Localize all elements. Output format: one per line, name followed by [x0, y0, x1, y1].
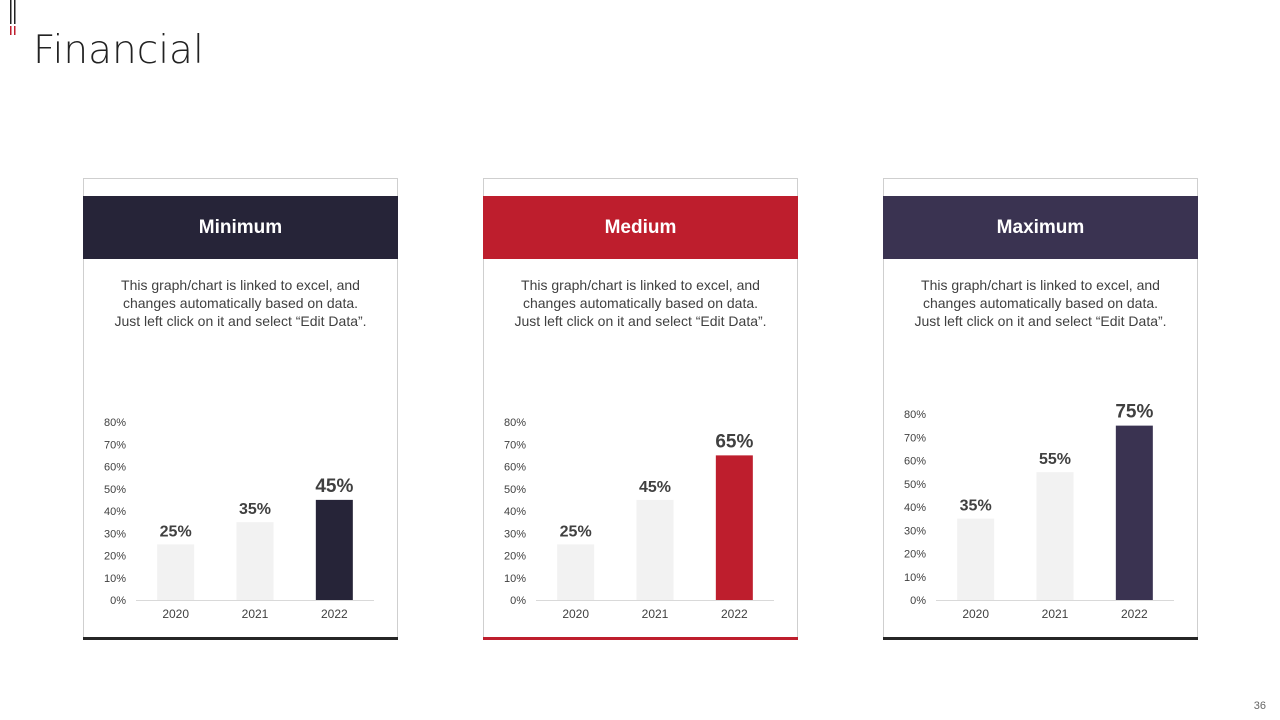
card-header-minimum: Minimum	[83, 196, 398, 259]
y-tick-label: 30%	[904, 525, 926, 537]
x-tick-label: 2020	[162, 607, 189, 621]
y-tick-label: 10%	[504, 573, 526, 585]
y-tick-label: 50%	[904, 479, 926, 491]
x-tick-label: 2022	[1121, 607, 1148, 621]
x-tick-label: 2021	[642, 607, 669, 621]
card-description: This graph/chart is linked to excel, and…	[514, 277, 767, 329]
y-tick-label: 20%	[104, 551, 126, 563]
y-tick-label: 0%	[910, 595, 926, 607]
y-tick-label: 40%	[904, 502, 926, 514]
chart-maximum: 0% 10% 20% 30% 40% 50% 60% 70% 80% 35% 2020 55% 2021…	[904, 404, 1174, 621]
bar-2022	[715, 455, 753, 600]
chart-minimum: 0% 10% 20% 30% 40% 50% 60% 70% 80% 25% 2020 35% 2021…	[104, 417, 374, 621]
card-medium: Medium This graph/chart is linked to exc…	[483, 178, 798, 640]
data-label-2021: 35%	[239, 501, 271, 518]
y-tick-label: 70%	[504, 439, 526, 451]
y-tick-label: 10%	[104, 573, 126, 585]
title-accent-marks	[10, 0, 16, 35]
y-tick-label: 60%	[104, 462, 126, 474]
data-label-2021: 45%	[639, 479, 671, 496]
card-maximum: Maximum This graph/chart is linked to ex…	[883, 178, 1198, 640]
y-tick-label: 60%	[504, 462, 526, 474]
bar-2022	[1115, 425, 1153, 600]
y-tick-label: 10%	[904, 572, 926, 584]
page-title: Financial	[33, 28, 204, 73]
y-tick-label: 40%	[504, 506, 526, 518]
data-label-2022: 65%	[715, 431, 753, 452]
card-bottom-border	[83, 637, 398, 640]
x-tick-label: 2021	[1042, 607, 1069, 621]
x-tick-label: 2022	[721, 607, 748, 621]
card-description: This graph/chart is linked to excel, and…	[114, 277, 367, 329]
bar-2021	[236, 522, 274, 600]
x-tick-label: 2020	[962, 607, 989, 621]
y-tick-label: 60%	[904, 456, 926, 468]
bar-2020	[157, 544, 195, 600]
data-label-2021: 55%	[1039, 451, 1071, 468]
page-number: 36	[1253, 700, 1266, 712]
data-label-2020: 35%	[960, 498, 992, 515]
y-tick-label: 30%	[104, 528, 126, 540]
card-description: This graph/chart is linked to excel, and…	[914, 277, 1167, 329]
bar-2020	[557, 544, 595, 600]
y-tick-label: 70%	[904, 432, 926, 444]
y-tick-label: 80%	[904, 409, 926, 421]
card-bottom-border	[483, 637, 798, 640]
y-tick-label: 20%	[904, 549, 926, 561]
y-tick-label: 0%	[510, 595, 526, 607]
card-header-maximum: Maximum	[883, 196, 1198, 259]
y-tick-label: 40%	[104, 506, 126, 518]
card-minimum: Minimum This graph/chart is linked to ex…	[83, 178, 398, 640]
chart-medium: 0% 10% 20% 30% 40% 50% 60% 70% 80% 25% 2020 45% 2021…	[504, 417, 774, 621]
bar-2021	[636, 499, 674, 600]
card-header-medium: Medium	[483, 196, 798, 259]
bar-2022	[315, 499, 353, 600]
data-label-2022: 45%	[315, 476, 353, 497]
y-tick-label: 50%	[104, 484, 126, 496]
y-tick-label: 50%	[504, 484, 526, 496]
y-tick-label: 20%	[504, 551, 526, 563]
y-tick-label: 80%	[504, 417, 526, 429]
data-label-2020: 25%	[160, 523, 192, 540]
y-tick-label: 80%	[104, 417, 126, 429]
x-tick-label: 2022	[321, 607, 348, 621]
data-label-2022: 75%	[1115, 404, 1153, 423]
bar-2020	[957, 518, 995, 600]
x-tick-label: 2020	[562, 607, 589, 621]
y-tick-label: 70%	[104, 439, 126, 451]
card-bottom-border	[883, 637, 1198, 640]
data-label-2020: 25%	[560, 523, 592, 540]
y-tick-label: 0%	[110, 595, 126, 607]
x-tick-label: 2021	[242, 607, 269, 621]
y-tick-label: 30%	[504, 528, 526, 540]
bar-2021	[1036, 472, 1074, 600]
